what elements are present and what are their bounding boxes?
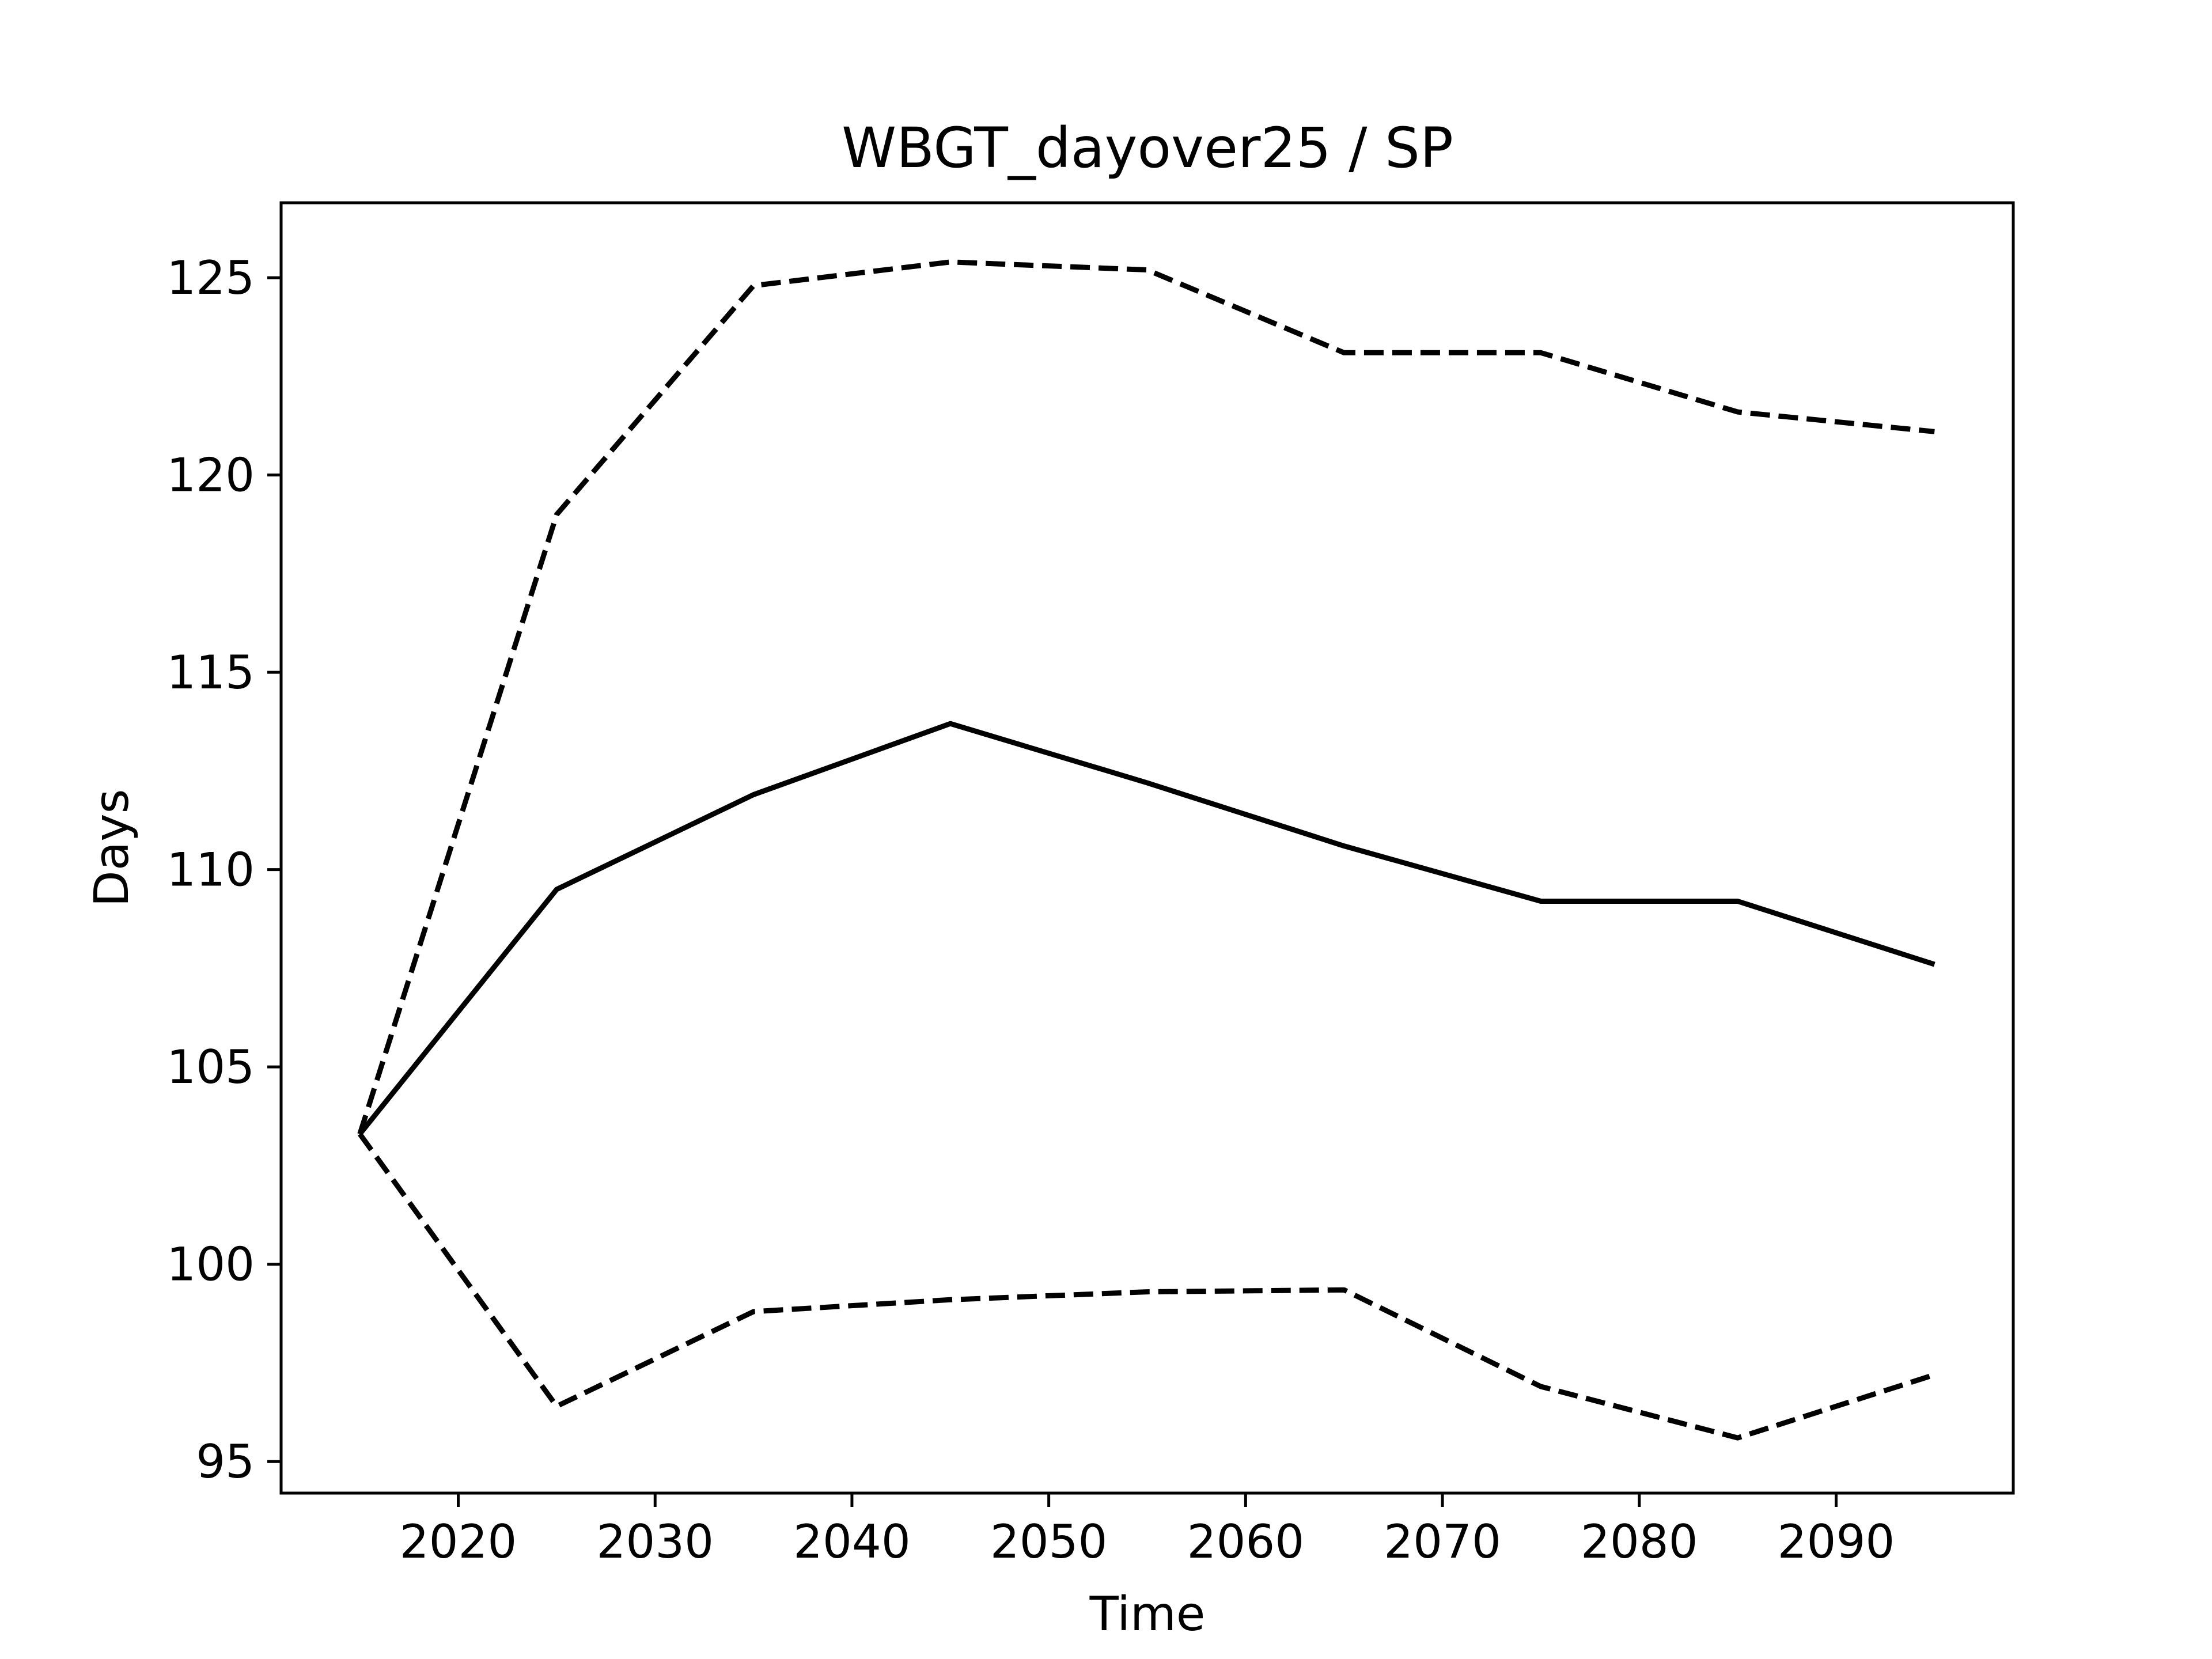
x-tick-label: 2060 [1187, 1515, 1305, 1569]
plot-area-frame [279, 201, 2015, 1495]
x-tick-label: 2070 [1384, 1515, 1501, 1569]
x-axis-label: Time [1089, 1587, 1206, 1642]
x-tick-label: 2030 [596, 1515, 714, 1569]
y-tick-label: 100 [166, 1238, 255, 1291]
series-line-1-solid [358, 721, 1936, 1136]
x-tick-label: 2050 [990, 1515, 1108, 1569]
y-tick-label: 120 [166, 449, 255, 502]
chart-title: WBGT_dayover25 / SP [842, 116, 1453, 180]
y-axis-ticks: 95 100 105 110 115 120 125 [166, 251, 281, 1488]
y-tick-label: 115 [166, 646, 255, 699]
y-tick-label: 110 [166, 843, 255, 897]
x-tick-label: 2020 [400, 1515, 517, 1569]
series-layer [357, 259, 1936, 1441]
x-tick-label: 2090 [1778, 1515, 1895, 1569]
y-tick-label: 125 [166, 251, 255, 305]
x-axis-ticks: 2020 2030 2040 2050 2060 2070 2080 2090 [400, 1493, 1895, 1569]
x-tick-label: 2040 [793, 1515, 911, 1569]
y-axis-label: Days [85, 789, 139, 907]
x-tick-label: 2080 [1581, 1515, 1698, 1569]
series-line-2-dashed [357, 259, 1935, 1135]
y-tick-label: 105 [166, 1040, 255, 1094]
series-line-3-dashed [358, 1132, 1936, 1441]
y-tick-label: 95 [196, 1435, 255, 1488]
